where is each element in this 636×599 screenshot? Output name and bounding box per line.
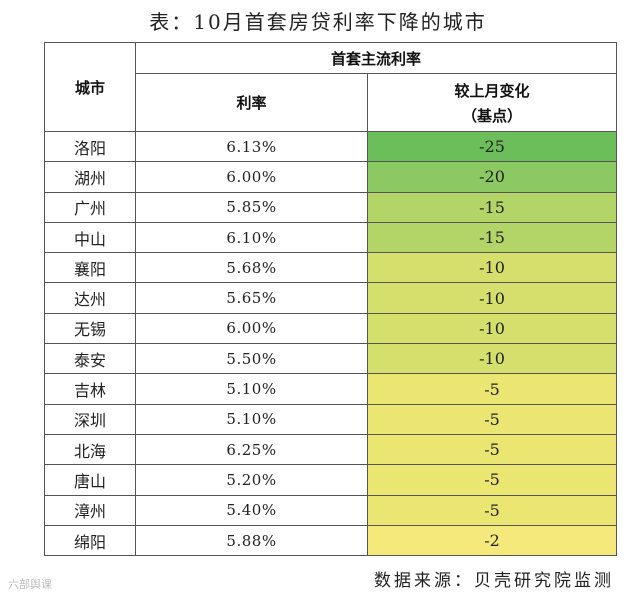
change-cell: -10: [366, 282, 618, 314]
table-title: 表：10月首套房贷利率下降的城市: [149, 10, 487, 34]
rate-cell: 5.20%: [135, 464, 368, 496]
change-cell: -10: [366, 252, 618, 284]
table-body: 洛阳 6.13% -25 湖州 6.00% -20 广州 5.85% -15 中山 6.10% -15…: [44, 130, 618, 557]
header-group: 首套主流利率: [134, 42, 618, 74]
change-cell: -2: [366, 524, 618, 557]
change-cell: -5: [366, 494, 618, 526]
header-rate: 利率: [135, 73, 368, 132]
rate-cell: 5.10%: [135, 403, 368, 435]
header-city: 城市: [44, 42, 136, 132]
rate-cell: 5.40%: [135, 494, 368, 526]
table-row: 襄阳 5.68% -10: [44, 252, 618, 284]
city-cell: 洛阳: [44, 130, 136, 163]
change-cell: -5: [366, 373, 618, 405]
change-cell: -10: [366, 312, 618, 345]
city-cell: 襄阳: [44, 252, 136, 284]
table-row: 无锡 6.00% -10: [44, 312, 618, 345]
city-cell: 绵阳: [44, 524, 136, 557]
table-row: 吉林 5.10% -5: [44, 373, 618, 405]
table-row: 唐山 5.20% -5: [44, 464, 618, 496]
table-row: 泰安 5.50% -10: [44, 343, 618, 375]
change-cell: -15: [366, 191, 618, 223]
city-cell: 广州: [44, 191, 136, 223]
city-cell: 唐山: [44, 464, 136, 496]
city-cell: 深圳: [44, 403, 136, 435]
header-change: 较上月变化 （基点）: [366, 73, 618, 132]
rates-table: 城市 首套主流利率 利率 较上月变化 （基点） 洛阳 6.13% -25 湖州 6.00…: [44, 42, 618, 557]
watermark: 六部舆课: [8, 578, 52, 591]
table-row: 洛阳 6.13% -25: [44, 130, 618, 163]
change-cell: -15: [366, 221, 618, 254]
rate-cell: 5.10%: [135, 373, 368, 405]
rate-cell: 5.68%: [135, 252, 368, 284]
city-cell: 无锡: [44, 312, 136, 345]
rate-cell: 5.50%: [135, 343, 368, 375]
change-cell: -10: [366, 343, 618, 375]
city-cell: 中山: [44, 221, 136, 254]
header-change-unit: （基点）: [462, 106, 523, 125]
rate-cell: 6.25%: [135, 433, 368, 466]
table-row: 湖州 6.00% -20: [44, 161, 618, 193]
city-cell: 漳州: [44, 494, 136, 526]
rate-cell: 6.10%: [135, 221, 368, 254]
table-row: 深圳 5.10% -5: [44, 403, 618, 435]
change-cell: -25: [366, 130, 618, 163]
city-cell: 吉林: [44, 373, 136, 405]
city-cell: 泰安: [44, 343, 136, 375]
table-row: 广州 5.85% -15: [44, 191, 618, 223]
rate-cell: 5.65%: [135, 282, 368, 314]
change-cell: -5: [366, 433, 618, 466]
table-row: 漳州 5.40% -5: [44, 494, 618, 526]
rate-cell: 6.13%: [135, 130, 368, 163]
change-cell: -5: [366, 403, 618, 435]
rate-cell: 5.85%: [135, 191, 368, 223]
city-cell: 达州: [44, 282, 136, 314]
rate-cell: 6.00%: [135, 161, 368, 193]
table-row: 绵阳 5.88% -2: [44, 524, 618, 557]
change-cell: -5: [366, 464, 618, 496]
header-change-label: 较上月变化: [454, 81, 530, 100]
change-cell: -20: [366, 161, 618, 193]
city-cell: 湖州: [44, 161, 136, 193]
rate-cell: 5.88%: [135, 524, 368, 557]
source-note: 数据来源：贝壳研究院监测: [374, 571, 614, 591]
table-row: 中山 6.10% -15: [44, 221, 618, 254]
rate-cell: 6.00%: [135, 312, 368, 345]
table-row: 北海 6.25% -5: [44, 433, 618, 466]
table-row: 达州 5.65% -10: [44, 282, 618, 314]
city-cell: 北海: [44, 433, 136, 466]
